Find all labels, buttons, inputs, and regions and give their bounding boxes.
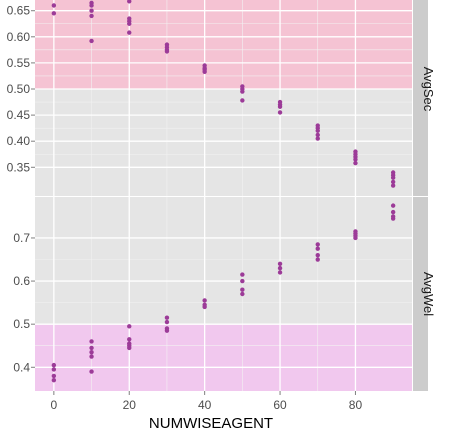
y-tick-label: 0.35 — [7, 160, 31, 174]
data-point — [89, 345, 94, 351]
data-point — [390, 216, 396, 221]
y-tick-label: 0.4 — [13, 360, 30, 374]
data-point — [240, 278, 245, 284]
facet-panels: 0.350.400.450.500.550.600.65AvgSec0.40.5… — [7, 0, 436, 412]
data-point — [315, 257, 320, 262]
data-point — [127, 337, 132, 342]
y-tick-label: 0.65 — [7, 4, 31, 18]
y-tick-label: 0.60 — [7, 30, 31, 44]
facet-panel-avgwel: 0.4 0.5 0.6 0.7 AvgWel — [13, 197, 436, 391]
y-tick-label: 0.45 — [7, 108, 31, 122]
data-point — [315, 246, 320, 251]
data-point — [202, 304, 207, 310]
x-tick-label: 60 — [273, 398, 287, 412]
x-tick-label: 20 — [123, 398, 137, 412]
data-point — [277, 270, 283, 275]
y-tick-label: 0.40 — [7, 134, 31, 148]
data-point — [390, 203, 396, 208]
data-point — [202, 69, 207, 74]
y-tick-label: 0.5 — [13, 317, 30, 331]
facet-panel-avgsec: 0.35 0.40 0.45 0.50 0.55 0.60 0.65 AvgSec — [7, 0, 436, 196]
y-tick-label: 0.7 — [13, 231, 30, 245]
data-point — [89, 8, 94, 13]
data-point — [315, 132, 320, 138]
data-point — [315, 242, 320, 247]
data-point — [51, 11, 57, 16]
data-point — [127, 324, 132, 329]
data-point — [164, 49, 170, 54]
data-point — [240, 291, 245, 297]
data-point — [353, 160, 358, 166]
data-point — [89, 38, 94, 44]
data-point — [127, 345, 132, 351]
highlight-band — [35, 0, 412, 89]
data-point — [164, 315, 170, 320]
data-point — [390, 183, 396, 188]
facet-strip-label: AvgSec — [421, 67, 436, 112]
data-point — [127, 21, 132, 26]
data-point — [202, 298, 207, 303]
data-point — [164, 328, 170, 333]
data-point — [89, 13, 94, 19]
data-point — [240, 89, 245, 94]
data-point — [127, 0, 132, 4]
data-point — [51, 373, 57, 379]
data-point — [315, 136, 320, 141]
data-point — [315, 253, 320, 258]
data-point — [89, 369, 94, 374]
data-point — [277, 265, 283, 271]
y-tick-label: 0.55 — [7, 56, 31, 70]
data-point — [89, 3, 94, 8]
data-point — [353, 235, 358, 241]
x-tick-label: 40 — [198, 398, 212, 412]
data-point — [277, 104, 283, 109]
data-point — [390, 179, 396, 185]
x-axis-title: NUMWISEAGENT — [149, 415, 273, 432]
facet-strip-label: AvgWel — [421, 272, 436, 316]
data-point — [390, 175, 396, 180]
data-point — [240, 272, 245, 277]
data-point — [89, 339, 94, 344]
y-tick-label: 0.50 — [7, 82, 31, 96]
x-tick-label: 0 — [51, 398, 58, 412]
data-point — [277, 261, 283, 267]
facet-strip — [413, 0, 428, 196]
data-point — [89, 350, 94, 355]
data-point — [390, 209, 396, 215]
data-point — [353, 157, 358, 162]
data-point — [240, 287, 245, 292]
data-point — [164, 319, 170, 325]
data-point — [51, 362, 57, 368]
data-point — [51, 378, 57, 383]
highlight-band — [35, 324, 412, 391]
data-point — [51, 3, 57, 8]
y-tick-label: 0.6 — [13, 274, 30, 288]
facet-strip — [413, 197, 428, 391]
data-point — [315, 128, 320, 133]
data-point — [277, 110, 283, 115]
data-point — [51, 367, 57, 372]
data-point — [127, 30, 132, 35]
data-point — [89, 354, 94, 359]
x-tick-label: 80 — [349, 398, 363, 412]
data-point — [240, 98, 245, 103]
